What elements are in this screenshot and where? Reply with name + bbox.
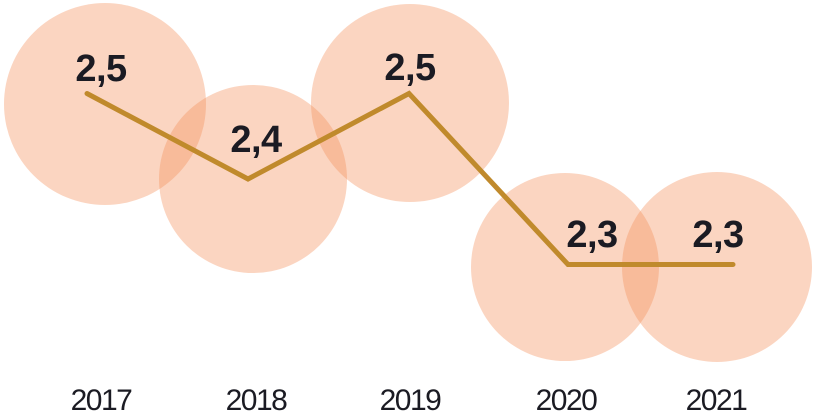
year-label-2017: 2017 [71,384,133,415]
value-label-2021: 2,3 [692,214,743,256]
trend-line [84,90,736,267]
value-label-2017: 2,5 [75,48,127,90]
year-label-2019: 2019 [380,384,442,415]
value-label-2018: 2,4 [230,119,282,161]
value-label-layer: 2,5 2,4 2,5 2,3 2,3 [75,47,744,256]
year-label-2018: 2018 [226,384,288,415]
trend-line-layer [84,90,736,267]
bubble-layer [4,3,812,362]
value-label-2019: 2,5 [384,47,436,89]
year-axis-layer: 2017 2018 2019 2020 2021 [71,384,749,415]
year-label-2021: 2021 [686,384,748,415]
value-label-2020: 2,3 [566,214,617,256]
bubble-2020 [471,173,659,361]
bubble-2019 [311,4,509,202]
year-label-2020: 2020 [536,384,598,415]
